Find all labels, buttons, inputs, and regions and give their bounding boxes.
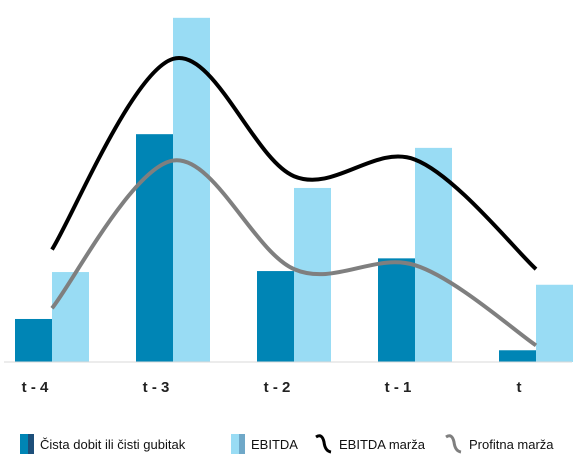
x-tick-label-1: t - 3 [143,379,170,396]
x-tick-labels: t - 4 t - 3 t - 2 t - 1 t [22,379,522,396]
bar-s0-2 [257,271,294,362]
bar-s1-4 [536,284,573,362]
line-series-2 [50,56,538,271]
x-tick-label-4: t [517,379,522,396]
x-tick-label-0: t - 4 [22,379,49,396]
bar-s1-3 [415,147,452,362]
lines [50,56,538,348]
bar-s0-0 [15,318,52,362]
legend-swatch-0 [20,434,28,454]
legend-swatch-1 [231,434,239,454]
legend-label-2: EBITDA marža [339,437,426,452]
x-tick-label-3: t - 1 [385,379,412,396]
legend-label-1: EBITDA [251,437,298,452]
legend: Čista dobit ili čisti gubitak EBITDA EBI… [20,434,554,454]
legend-swatch-3 [445,434,462,454]
line-series-3 [50,158,538,348]
legend-item-1: EBITDA [231,434,298,454]
bar-s0-3 [378,258,415,362]
bar-s1-0 [52,272,89,362]
legend-item-0: Čista dobit ili čisti gubitak [20,434,186,454]
legend-swatch-0-edge [28,434,34,454]
legend-label-0: Čista dobit ili čisti gubitak [40,437,186,452]
bar-s1-1 [173,17,210,362]
legend-item-3: Profitna marža [445,434,554,454]
legend-item-2: EBITDA marža [315,434,426,454]
bars [15,17,573,362]
legend-swatch-2 [315,434,332,454]
bar-s0-4 [499,350,536,362]
x-tick-label-2: t - 2 [264,379,291,396]
legend-swatch-1-edge [239,434,245,454]
legend-label-3: Profitna marža [469,437,554,452]
